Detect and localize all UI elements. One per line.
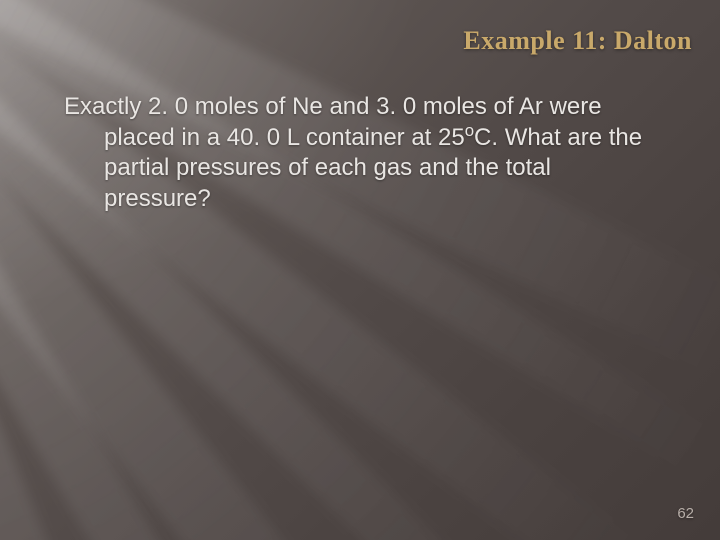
page-number: 62: [677, 505, 694, 522]
light-rays: [0, 0, 720, 540]
body-line-2-tail: C.: [474, 124, 498, 151]
slide-body: Exactly 2. 0 moles of Ne and 3. 0 moles …: [64, 92, 660, 215]
slide-title: Example 11: Dalton: [0, 26, 692, 56]
slide: Example 11: Dalton Exactly 2. 0 moles of…: [0, 0, 720, 540]
body-line-2-superscript: o: [465, 121, 474, 140]
body-line-1: Exactly 2. 0 moles of Ne and 3. 0 moles …: [64, 93, 543, 120]
